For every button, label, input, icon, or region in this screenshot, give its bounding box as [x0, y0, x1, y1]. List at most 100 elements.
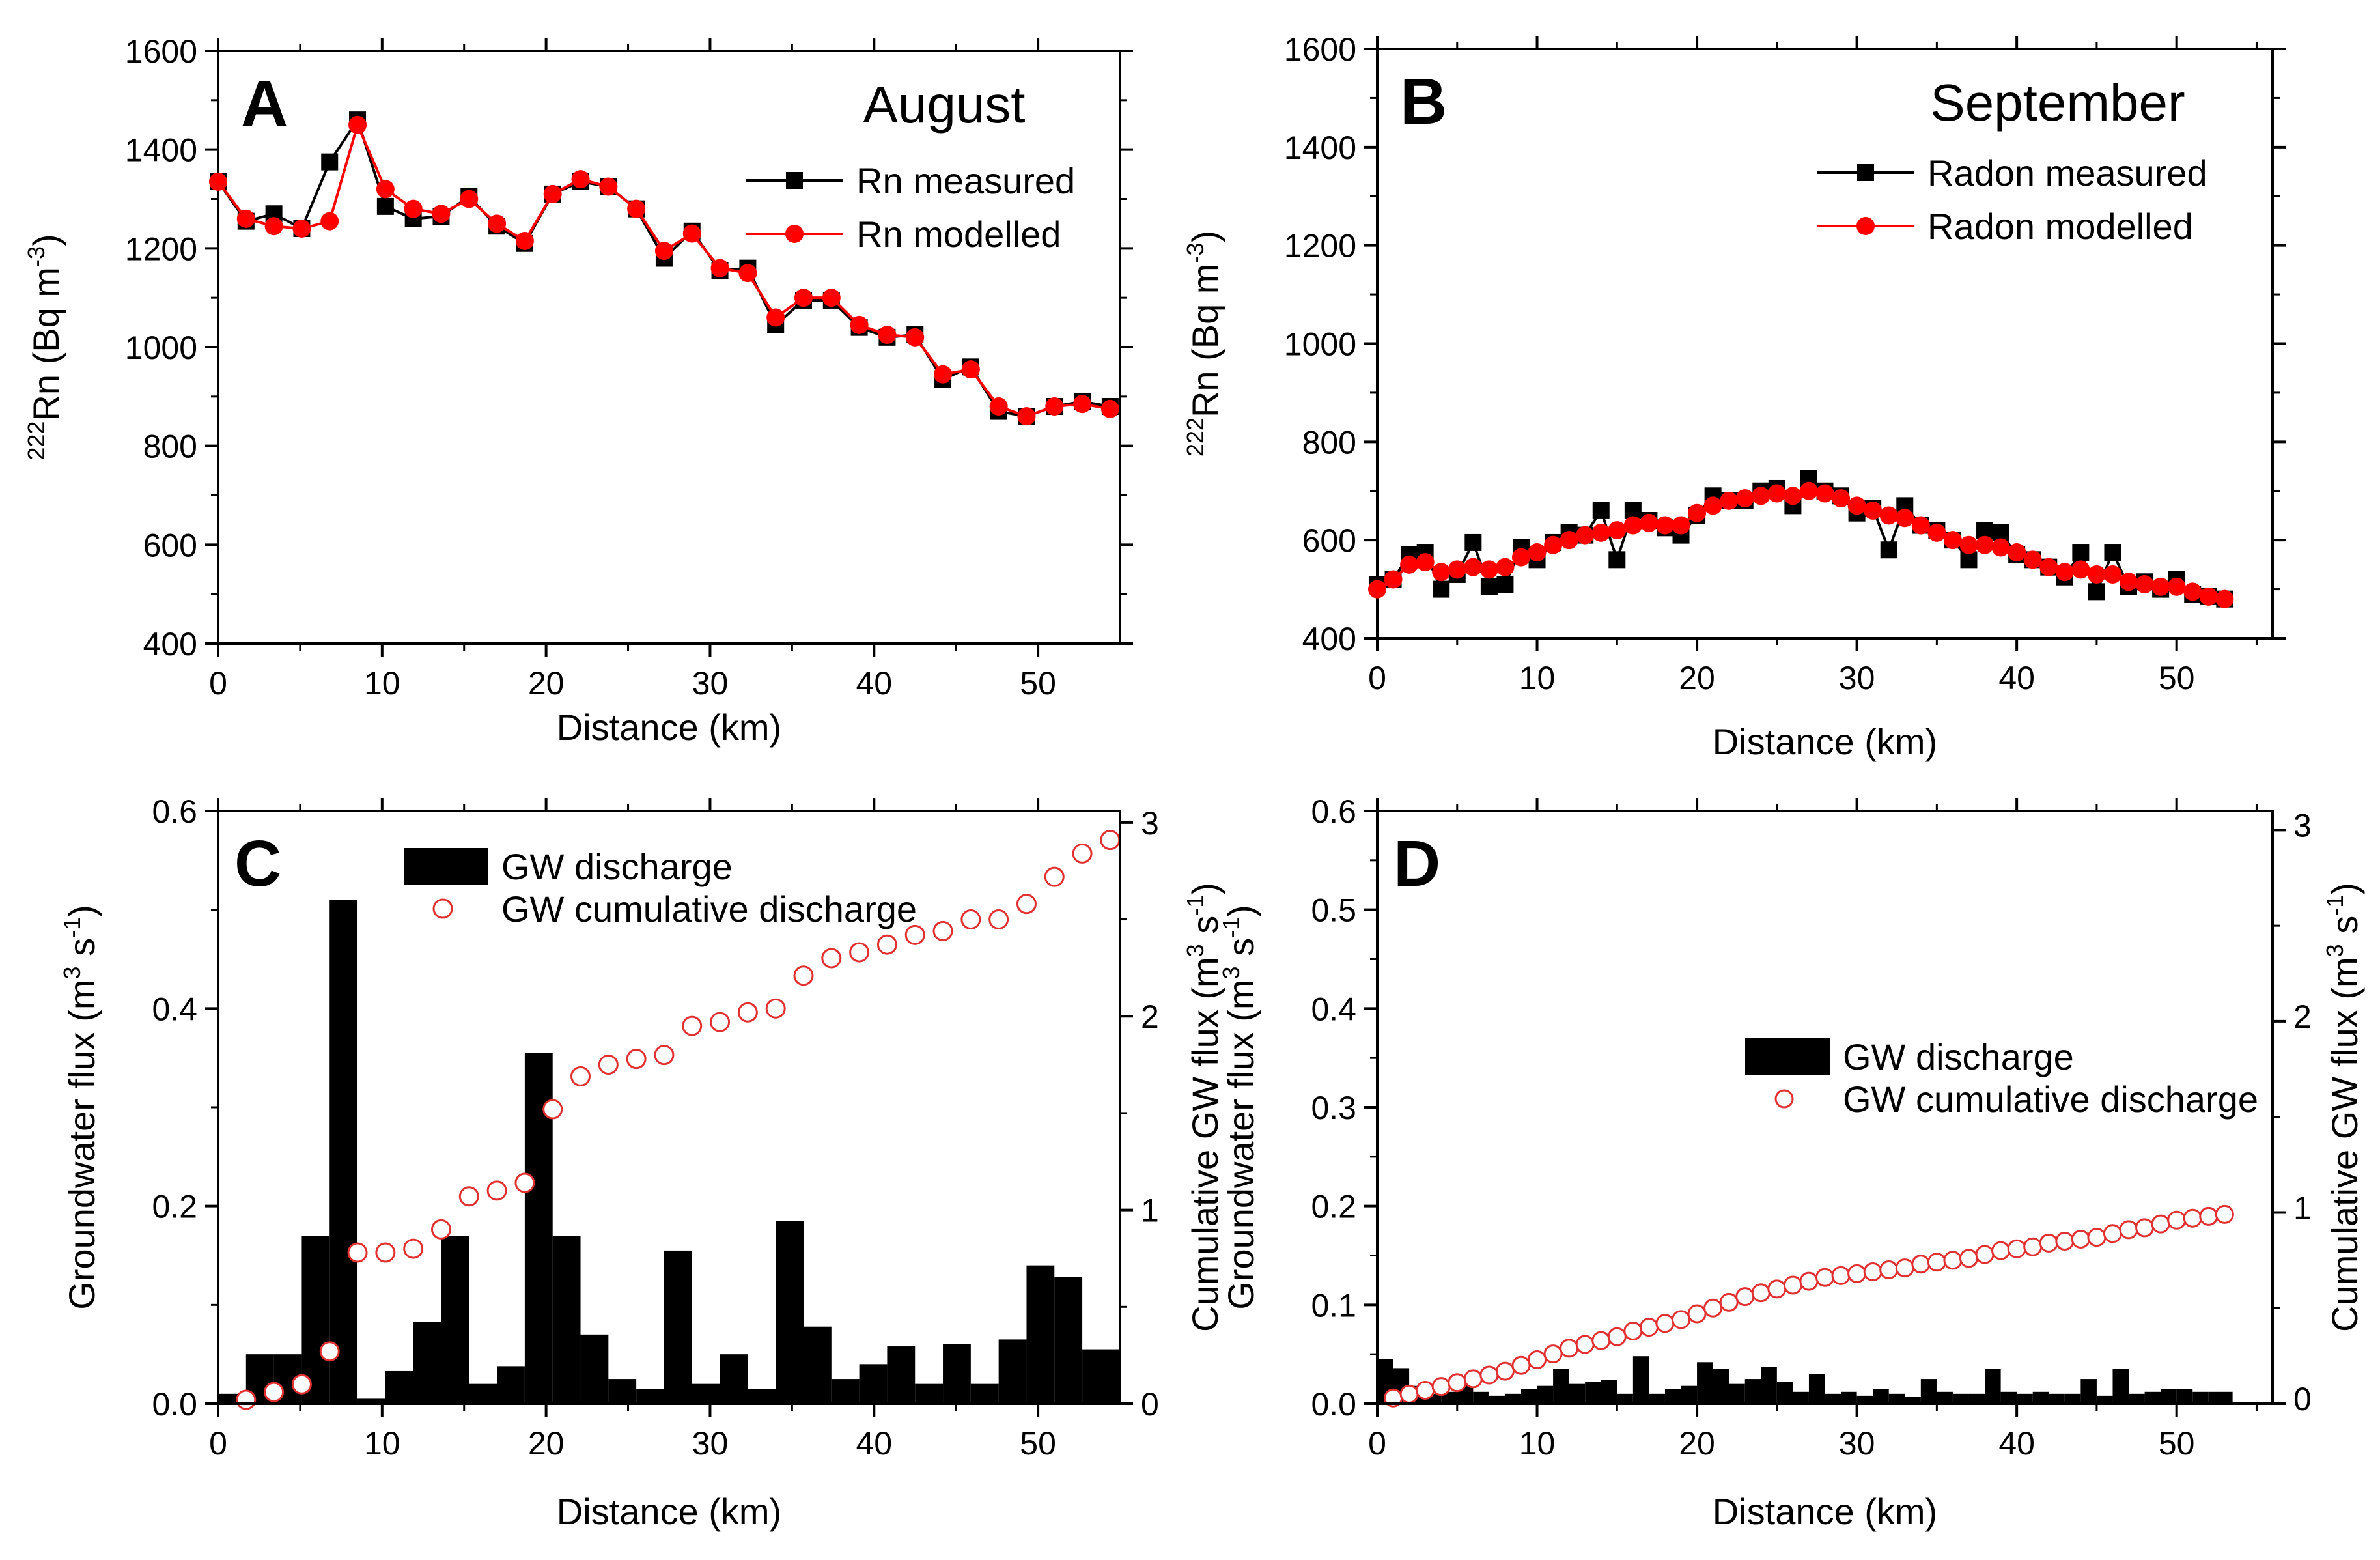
gw-cumulative-point	[1044, 866, 1065, 887]
legend-bar-swatch	[1745, 1038, 1830, 1075]
panel-letter: A	[241, 67, 288, 140]
modelled-point	[1432, 563, 1451, 582]
gw-cumulative-point	[626, 1049, 647, 1070]
modelled-point	[376, 180, 395, 199]
modelled-point	[1416, 553, 1435, 572]
modelled-point	[654, 242, 673, 261]
x-axis-title: Distance (km)	[1713, 721, 1937, 762]
gw-cumulative-point	[2215, 1204, 2234, 1224]
gw-cumulative-point	[1575, 1335, 1595, 1354]
measured-point	[2104, 544, 2121, 561]
gw-discharge-bar	[915, 1383, 944, 1404]
panel-letter: B	[1400, 65, 1447, 138]
modelled-point	[1100, 399, 1119, 418]
y-tick-label: 0.1	[1311, 1287, 1356, 1324]
gw-discharge-bar	[2208, 1391, 2233, 1404]
y2-axis-title-close: )	[1184, 883, 1225, 895]
y-tick-label: 800	[143, 429, 197, 465]
gw-discharge-bar	[1632, 1356, 1649, 1404]
gw-discharge-bar	[1729, 1383, 1745, 1404]
gw-discharge-bar	[2017, 1393, 2033, 1404]
gw-cumulative-point	[821, 948, 842, 969]
gw-discharge-bar	[1952, 1393, 1969, 1404]
gw-cumulative-point	[737, 1002, 758, 1023]
x-tick-label: 20	[1679, 660, 1715, 696]
measured-point	[321, 153, 339, 171]
y2-axis-title-exp2: -1	[2321, 895, 2348, 916]
modelled-point	[543, 184, 562, 203]
y-tick-label: 600	[143, 527, 197, 563]
y-axis-title-close: )	[25, 234, 66, 246]
modelled-point	[460, 190, 479, 208]
gw-discharge-bar	[1617, 1393, 1633, 1404]
y-axis-title-main: Groundwater flux (m	[61, 979, 102, 1309]
modelled-point	[1560, 531, 1578, 550]
legend-label: GW cumulative discharge	[501, 888, 917, 929]
gw-cumulative-point	[2039, 1233, 2058, 1253]
measured-point	[1880, 541, 1897, 559]
y-axis-title-exp: 3	[59, 966, 85, 979]
y-axis-title-exp2: -1	[59, 917, 85, 938]
y-tick-label: 1000	[1284, 326, 1356, 363]
modelled-point	[209, 172, 227, 191]
y2-axis-title-mid: s	[1184, 916, 1225, 944]
gw-cumulative-point	[2007, 1239, 2026, 1258]
measured-point	[1608, 551, 1626, 569]
gw-cumulative-point	[2199, 1206, 2219, 1226]
gw-discharge-bar	[1776, 1382, 1793, 1404]
modelled-point	[850, 315, 869, 334]
gw-cumulative-point	[486, 1180, 507, 1201]
gw-cumulative-point	[765, 998, 786, 1019]
y2-tick-label: 0	[1141, 1386, 1159, 1423]
modelled-point	[2120, 573, 2138, 591]
gw-discharge-bar	[2000, 1391, 2017, 1404]
modelled-point	[2215, 589, 2234, 608]
modelled-point	[1991, 538, 2010, 557]
modelled-point	[2039, 558, 2058, 576]
panel-a-rn-august: 0 10 20 30 40 50 400 600 800 1000 1200 1400 1600 Dist…	[23, 33, 1133, 748]
measured-point	[376, 197, 394, 215]
y-axis-title-close: )	[1184, 231, 1225, 243]
y-tick-label: 1600	[125, 33, 197, 70]
gw-cumulative-point	[1016, 894, 1037, 915]
gw-cumulative-point	[1560, 1339, 1579, 1358]
modelled-point	[2071, 560, 2090, 579]
gw-cumulative-point	[1528, 1350, 1547, 1369]
gw-cumulative-point	[2183, 1208, 2202, 1228]
y2-axis-title: Cumulative GW flux (m3 s-1)	[1182, 883, 1225, 1332]
gw-cumulative-point	[264, 1382, 285, 1402]
modelled-point	[1911, 516, 1930, 535]
gw-discharge-bar	[1968, 1393, 1985, 1404]
modelled-point	[2087, 565, 2106, 584]
gw-discharge-bar	[998, 1339, 1027, 1404]
legend-circle-marker	[1856, 217, 1875, 235]
gw-cumulative-point	[1927, 1253, 1946, 1272]
gw-cumulative-point	[2167, 1210, 2187, 1230]
gw-cumulative-point	[988, 909, 1009, 930]
measured-point	[2072, 544, 2090, 561]
gw-cumulative-point	[1416, 1380, 1435, 1400]
modelled-point	[1623, 516, 1642, 535]
modelled-point	[1864, 501, 1883, 520]
gw-discharge-bar	[2049, 1393, 2065, 1404]
gw-cumulative-point	[876, 934, 897, 955]
modelled-point	[1608, 521, 1627, 540]
gw-cumulative-point	[1735, 1287, 1755, 1307]
modelled-point	[1976, 535, 1995, 554]
x-tick-label: 40	[856, 1425, 892, 1462]
modelled-point	[1879, 506, 1898, 525]
modelled-point	[1832, 489, 1851, 508]
gw-cumulative-point	[542, 1099, 563, 1120]
gw-cumulative-point	[710, 1012, 731, 1032]
modelled-point	[2135, 575, 2154, 594]
gw-cumulative-point	[1783, 1275, 1802, 1295]
gw-cumulative-point	[1911, 1255, 1931, 1274]
x-tick-label: 40	[1998, 660, 2035, 696]
x-tick-label: 40	[856, 665, 892, 702]
gw-discharge-bar	[1537, 1385, 1554, 1404]
modelled-point	[1073, 395, 1092, 414]
gw-discharge-bar	[1825, 1393, 1841, 1404]
x-tick-label: 10	[1519, 660, 1556, 696]
gw-discharge-bar	[692, 1383, 720, 1404]
gw-cumulative-point	[1479, 1365, 1499, 1385]
